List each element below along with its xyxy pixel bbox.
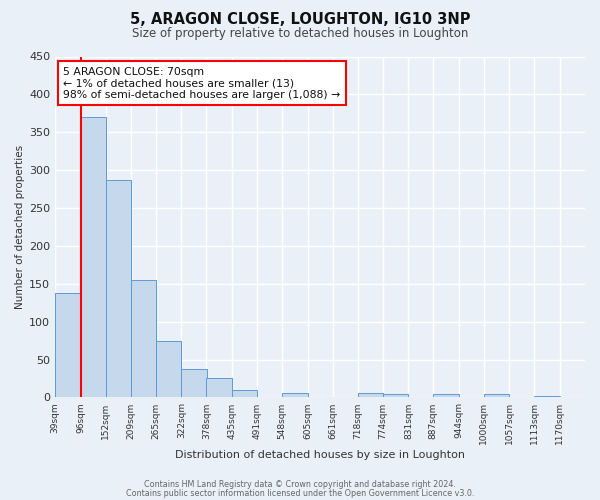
X-axis label: Distribution of detached houses by size in Loughton: Distribution of detached houses by size …	[175, 450, 465, 460]
Bar	[106, 180, 131, 398]
Text: Contains HM Land Registry data © Crown copyright and database right 2024.: Contains HM Land Registry data © Crown c…	[144, 480, 456, 489]
Y-axis label: Number of detached properties: Number of detached properties	[15, 145, 25, 309]
Bar	[433, 394, 459, 398]
Bar	[232, 390, 257, 398]
Bar	[484, 394, 509, 398]
Bar	[282, 393, 308, 398]
Bar	[358, 393, 383, 398]
Bar	[534, 396, 560, 398]
Text: Contains public sector information licensed under the Open Government Licence v3: Contains public sector information licen…	[126, 489, 474, 498]
Text: 5, ARAGON CLOSE, LOUGHTON, IG10 3NP: 5, ARAGON CLOSE, LOUGHTON, IG10 3NP	[130, 12, 470, 28]
Text: Size of property relative to detached houses in Loughton: Size of property relative to detached ho…	[132, 28, 468, 40]
Bar	[80, 117, 106, 398]
Bar	[156, 340, 181, 398]
Bar	[55, 293, 80, 398]
Text: 5 ARAGON CLOSE: 70sqm
← 1% of detached houses are smaller (13)
98% of semi-detac: 5 ARAGON CLOSE: 70sqm ← 1% of detached h…	[63, 66, 340, 100]
Bar	[383, 394, 409, 398]
Bar	[206, 378, 232, 398]
Bar	[131, 280, 157, 398]
Bar	[181, 368, 207, 398]
